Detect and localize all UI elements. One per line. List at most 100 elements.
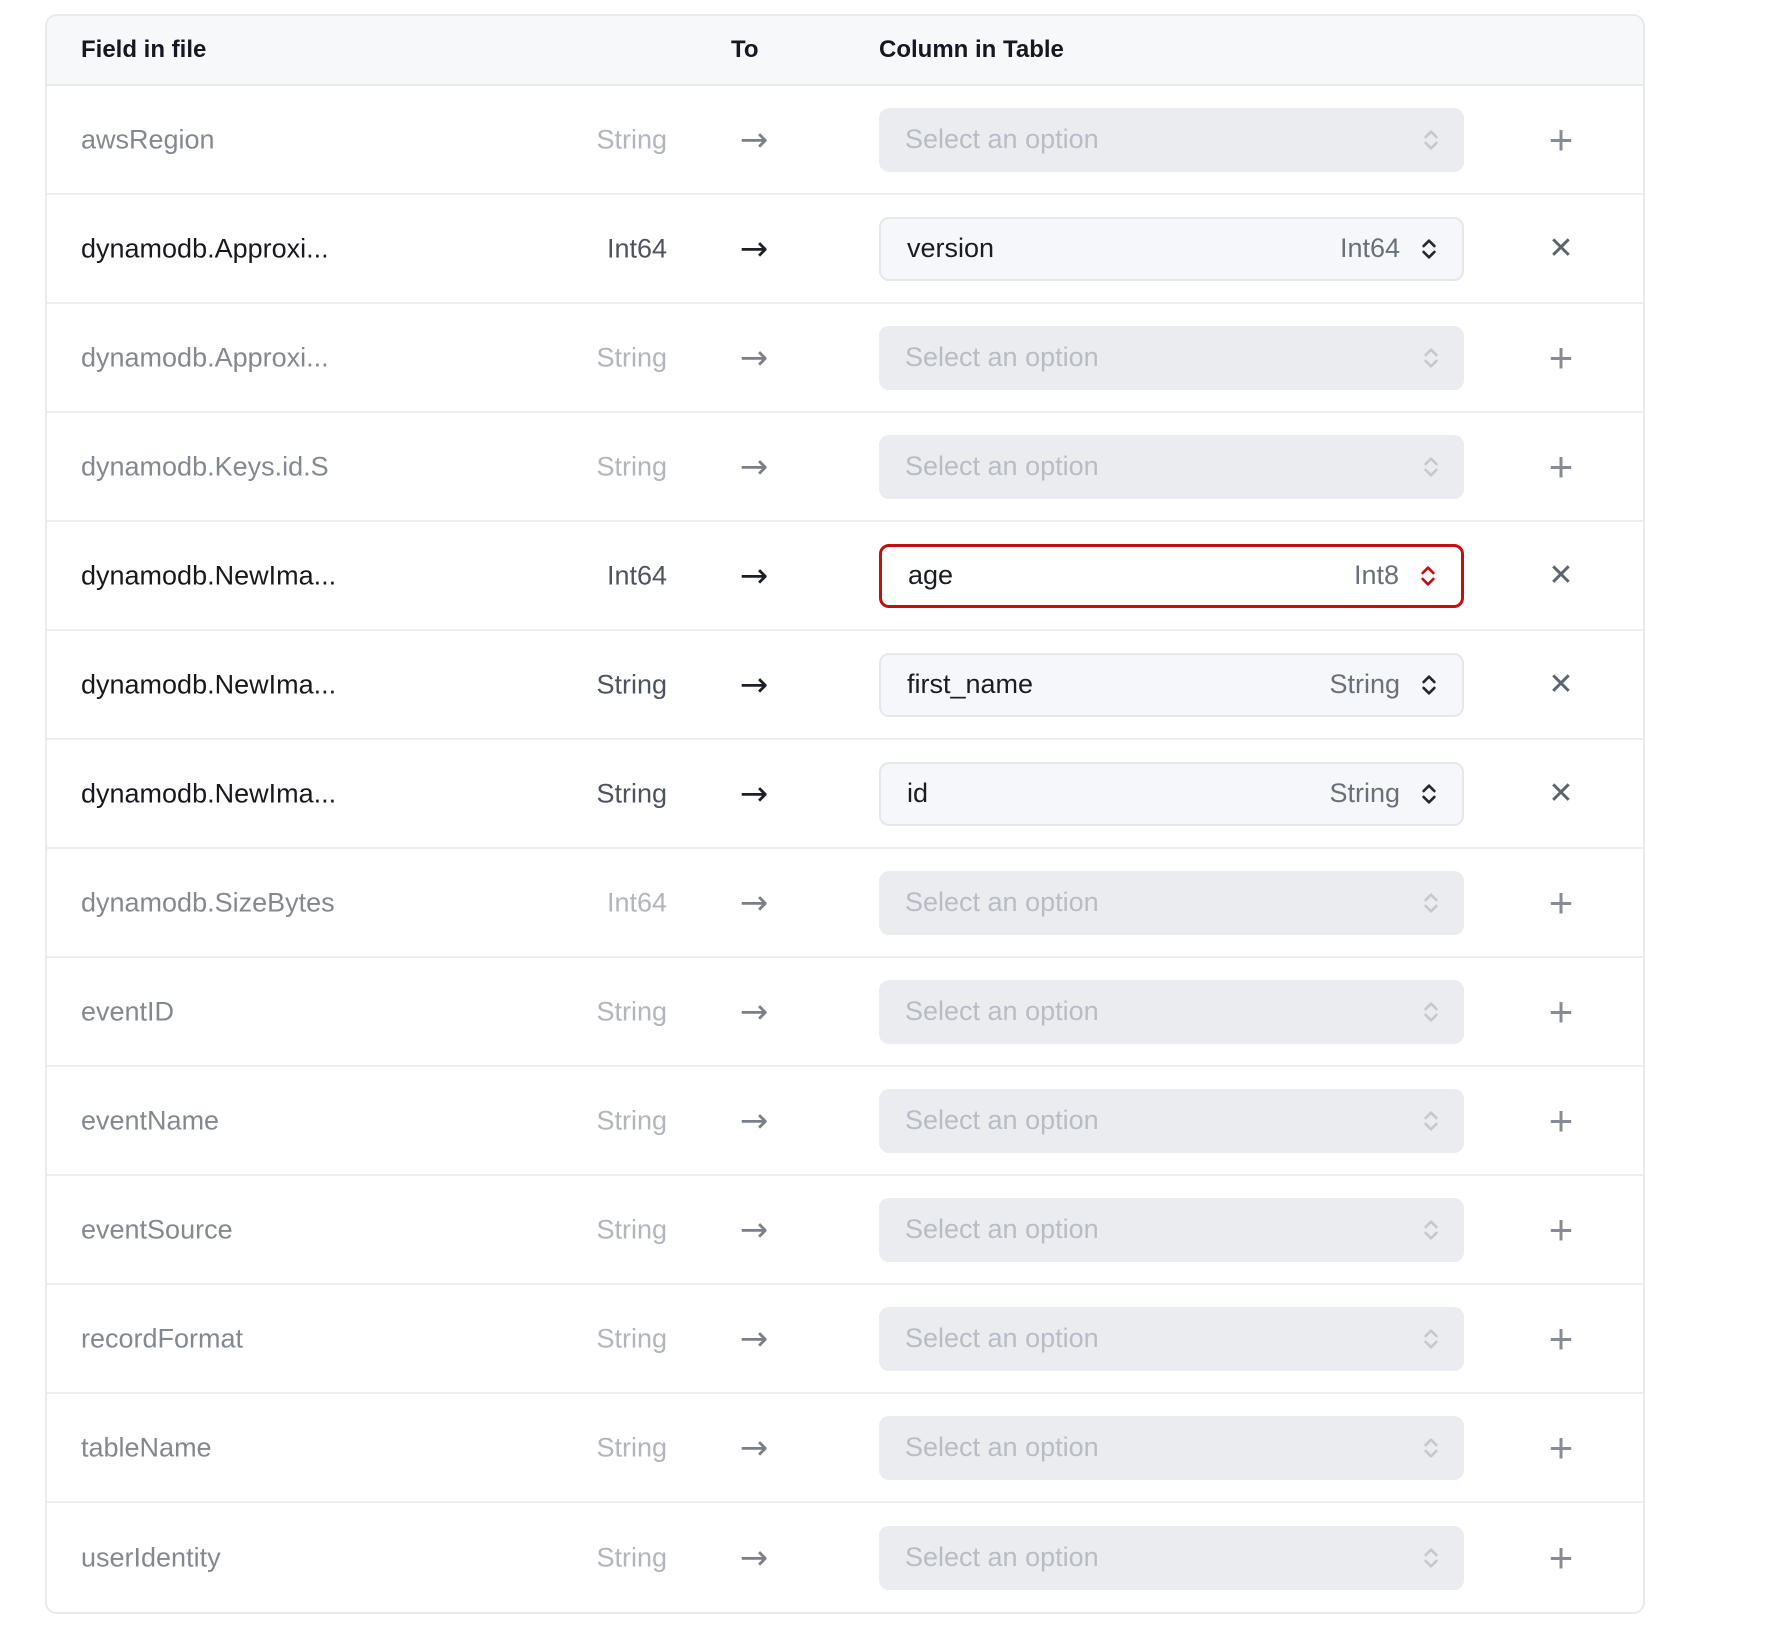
add-mapping-button[interactable]: + xyxy=(1525,1176,1597,1283)
close-icon: ✕ xyxy=(1548,231,1574,265)
column-select[interactable]: version Int64 xyxy=(879,216,1464,281)
column-select[interactable]: age Int8 xyxy=(879,543,1464,608)
field-name: recordFormat xyxy=(81,1323,244,1353)
field-type: String xyxy=(596,1105,667,1135)
plus-icon: + xyxy=(1548,115,1574,163)
chevron-up-down-icon xyxy=(1418,999,1444,1025)
field-type: String xyxy=(596,1323,667,1353)
column-select[interactable]: Select an option xyxy=(879,1088,1464,1153)
field-type: String xyxy=(596,669,667,699)
remove-mapping-button[interactable]: ✕ xyxy=(1525,740,1597,847)
arrow-right-icon: → xyxy=(739,119,769,160)
close-icon: ✕ xyxy=(1548,558,1574,592)
plus-icon: + xyxy=(1548,878,1574,926)
chevron-up-down-icon xyxy=(1416,236,1442,262)
column-select[interactable]: first_name String xyxy=(879,652,1464,717)
add-mapping-button[interactable]: + xyxy=(1525,958,1597,1065)
field-name: userIdentity xyxy=(81,1542,221,1572)
add-mapping-button[interactable]: + xyxy=(1525,413,1597,520)
field-name: dynamodb.NewIma... xyxy=(81,560,337,590)
column-select[interactable]: Select an option xyxy=(879,1197,1464,1262)
plus-icon: + xyxy=(1548,1096,1574,1144)
field-type: String xyxy=(596,124,667,154)
chevron-up-down-icon xyxy=(1418,127,1444,153)
select-value: first_name xyxy=(907,669,1034,699)
column-select[interactable]: Select an option xyxy=(879,434,1464,499)
mapping-rows: awsRegion String → Select an option + dy… xyxy=(47,86,1643,1612)
field-mapping-table: Field in file To Column in Table awsRegi… xyxy=(45,14,1645,1614)
plus-icon: + xyxy=(1548,442,1574,490)
field-name: dynamodb.NewIma... xyxy=(81,669,337,699)
field-type: Int64 xyxy=(606,233,667,263)
field-name: eventID xyxy=(81,996,175,1026)
remove-mapping-button[interactable]: ✕ xyxy=(1525,631,1597,738)
mapping-row: recordFormat String → Select an option + xyxy=(47,1285,1643,1394)
header-to: To xyxy=(731,36,759,63)
arrow-right-icon: → xyxy=(739,555,769,596)
field-name: dynamodb.Approxi... xyxy=(81,342,329,372)
chevron-up-down-icon xyxy=(1418,1108,1444,1134)
add-mapping-button[interactable]: + xyxy=(1525,849,1597,956)
add-mapping-button[interactable]: + xyxy=(1525,1503,1597,1612)
header-field-in-file: Field in file xyxy=(81,36,207,63)
field-name: dynamodb.NewIma... xyxy=(81,778,337,808)
plus-icon: + xyxy=(1548,1533,1574,1581)
mapping-row: eventID String → Select an option + xyxy=(47,958,1643,1067)
column-select[interactable]: Select an option xyxy=(879,979,1464,1044)
arrow-right-icon: → xyxy=(739,1100,769,1141)
add-mapping-button[interactable]: + xyxy=(1525,86,1597,193)
arrow-right-icon: → xyxy=(739,773,769,814)
field-type: Int64 xyxy=(606,560,667,590)
column-select[interactable]: Select an option xyxy=(879,870,1464,935)
mapping-row: tableName String → Select an option + xyxy=(47,1394,1643,1503)
column-select[interactable]: id String xyxy=(879,761,1464,826)
chevron-up-down-icon xyxy=(1418,1545,1444,1571)
add-mapping-button[interactable]: + xyxy=(1525,304,1597,411)
arrow-right-icon: → xyxy=(739,991,769,1032)
select-placeholder: Select an option xyxy=(905,887,1099,917)
arrow-right-icon: → xyxy=(739,882,769,923)
field-type: String xyxy=(596,342,667,372)
mapping-row: dynamodb.NewIma... String → id String ✕ xyxy=(47,740,1643,849)
plus-icon: + xyxy=(1548,1314,1574,1362)
select-column-type: Int64 xyxy=(1339,233,1400,263)
add-mapping-button[interactable]: + xyxy=(1525,1285,1597,1392)
column-select[interactable]: Select an option xyxy=(879,1525,1464,1590)
remove-mapping-button[interactable]: ✕ xyxy=(1525,522,1597,629)
mapping-row: dynamodb.Approxi... Int64 → version Int6… xyxy=(47,195,1643,304)
select-placeholder: Select an option xyxy=(905,342,1099,372)
chevron-up-down-icon xyxy=(1418,1326,1444,1352)
select-placeholder: Select an option xyxy=(905,451,1099,481)
close-icon: ✕ xyxy=(1548,776,1574,810)
arrow-right-icon: → xyxy=(739,1318,769,1359)
column-select[interactable]: Select an option xyxy=(879,1306,1464,1371)
arrow-right-icon: → xyxy=(739,1537,769,1578)
select-placeholder: Select an option xyxy=(905,1214,1099,1244)
add-mapping-button[interactable]: + xyxy=(1525,1394,1597,1501)
plus-icon: + xyxy=(1548,333,1574,381)
mapping-row: awsRegion String → Select an option + xyxy=(47,86,1643,195)
chevron-up-down-icon xyxy=(1416,781,1442,807)
select-value: age xyxy=(908,560,954,590)
column-select[interactable]: Select an option xyxy=(879,325,1464,390)
column-select[interactable]: Select an option xyxy=(879,107,1464,172)
add-mapping-button[interactable]: + xyxy=(1525,1067,1597,1174)
mapping-row: dynamodb.SizeBytes Int64 → Select an opt… xyxy=(47,849,1643,958)
field-type: String xyxy=(596,778,667,808)
select-placeholder: Select an option xyxy=(905,1432,1099,1462)
select-placeholder: Select an option xyxy=(905,124,1099,154)
chevron-up-down-icon xyxy=(1416,672,1442,698)
field-name: awsRegion xyxy=(81,124,215,154)
arrow-right-icon: → xyxy=(739,664,769,705)
mapping-row: dynamodb.Approxi... String → Select an o… xyxy=(47,304,1643,413)
select-placeholder: Select an option xyxy=(905,1105,1099,1135)
field-type: String xyxy=(596,451,667,481)
chevron-up-down-icon xyxy=(1418,1217,1444,1243)
plus-icon: + xyxy=(1548,1205,1574,1253)
field-type: Int64 xyxy=(606,887,667,917)
field-name: tableName xyxy=(81,1432,212,1462)
select-placeholder: Select an option xyxy=(905,1323,1099,1353)
remove-mapping-button[interactable]: ✕ xyxy=(1525,195,1597,302)
column-select[interactable]: Select an option xyxy=(879,1415,1464,1480)
plus-icon: + xyxy=(1548,987,1574,1035)
